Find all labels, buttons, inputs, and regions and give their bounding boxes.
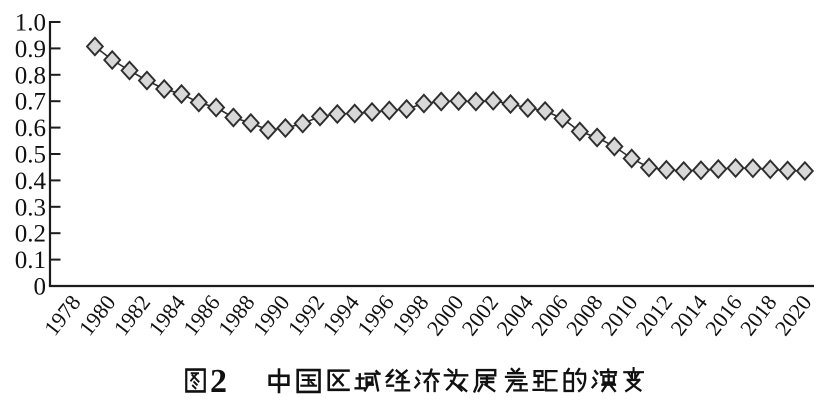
svg-text:0.5: 0.5 xyxy=(15,142,46,169)
svg-text:0.6: 0.6 xyxy=(15,115,46,142)
svg-text:0.9: 0.9 xyxy=(15,36,46,63)
svg-text:1.0: 1.0 xyxy=(15,10,46,37)
svg-text:0.1: 0.1 xyxy=(15,247,46,274)
svg-text:0.2: 0.2 xyxy=(15,221,46,248)
svg-text:0.8: 0.8 xyxy=(15,62,46,89)
svg-text:0.4: 0.4 xyxy=(15,168,47,195)
svg-text:0.3: 0.3 xyxy=(15,194,46,221)
svg-text:0: 0 xyxy=(34,274,47,301)
svg-text:2: 2 xyxy=(210,363,227,400)
svg-text:0.7: 0.7 xyxy=(15,89,46,116)
